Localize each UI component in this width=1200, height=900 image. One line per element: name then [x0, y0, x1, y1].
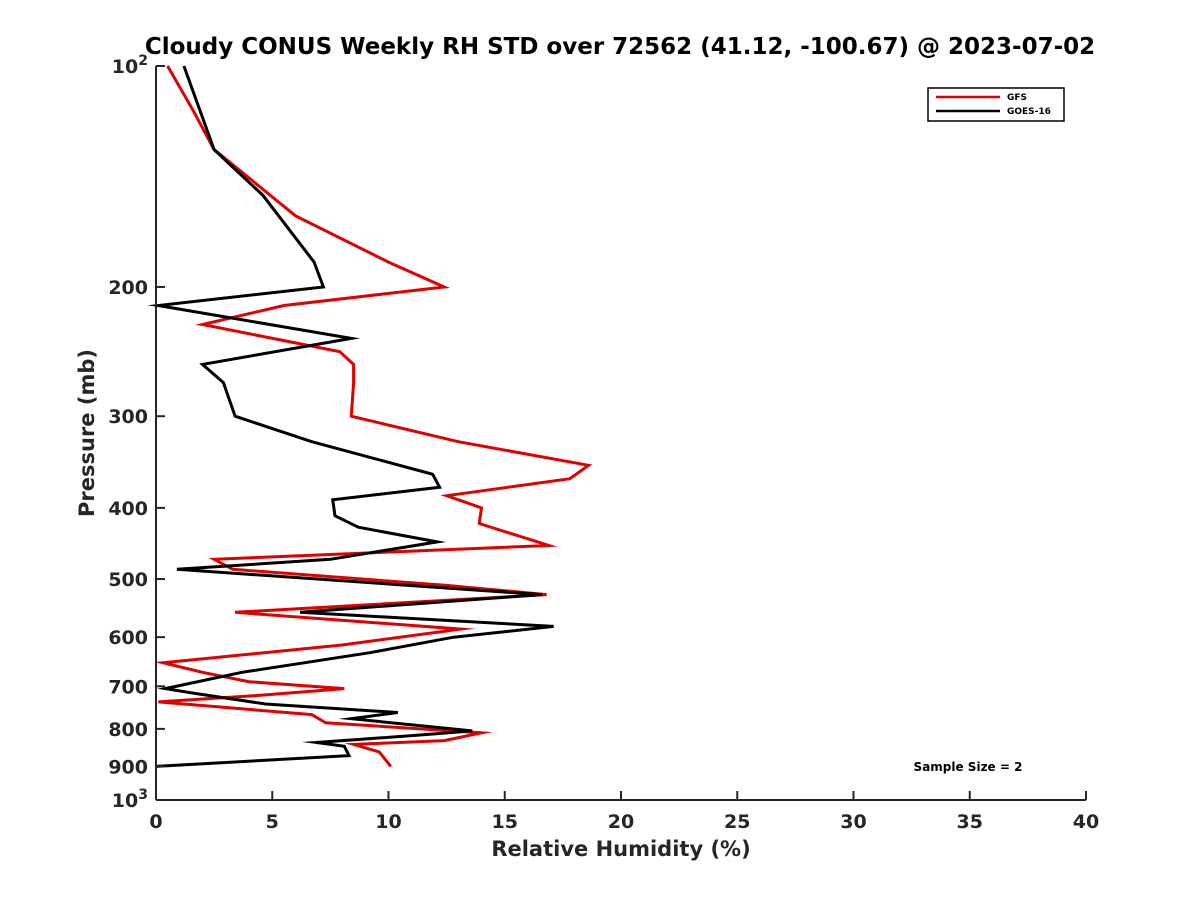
x-axis-ticks: 0 5 10 15 20 25 30 35 40	[149, 791, 1099, 833]
y-axis-label: Pressure (mb)	[75, 349, 99, 517]
x-axis-label: Relative Humidity (%)	[491, 837, 750, 861]
legend-label-goes-16: GOES-16	[1007, 107, 1051, 117]
y-axis-ticks: 102 200 300 400 500 600 700 800 900 103	[108, 53, 165, 812]
x-tick-label: 40	[1073, 811, 1099, 833]
legend-label-gfs: GFS	[1007, 93, 1027, 103]
x-tick-label: 20	[608, 811, 634, 833]
y-tick-label: 900	[108, 756, 148, 778]
x-tick-label: 35	[957, 811, 983, 833]
x-tick-label: 30	[840, 811, 866, 833]
sample-size-annotation: Sample Size = 2	[914, 760, 1023, 774]
y-tick-label: 600	[108, 627, 148, 649]
y-tick-label: 102	[112, 53, 148, 78]
series-line-goes-16	[147, 65, 554, 768]
x-tick-label: 25	[724, 811, 750, 833]
series-line-gfs	[154, 65, 593, 768]
x-tick-label: 0	[149, 811, 162, 833]
y-tick-label: 500	[108, 569, 148, 591]
y-tick-label: 800	[108, 719, 148, 741]
y-tick-label: 400	[108, 498, 148, 520]
chart-title: Cloudy CONUS Weekly RH STD over 72562 (4…	[145, 34, 1095, 60]
x-tick-label: 10	[375, 811, 401, 833]
y-tick-label: 200	[108, 277, 148, 299]
y-tick-label: 300	[108, 406, 148, 428]
x-tick-label: 5	[266, 811, 279, 833]
x-tick-label: 15	[492, 811, 518, 833]
legend-box	[927, 87, 1065, 122]
y-tick-label: 103	[112, 787, 148, 812]
legend: GFS GOES-16	[927, 87, 1065, 122]
y-tick-label: 700	[108, 676, 148, 698]
plot-series	[147, 65, 593, 768]
